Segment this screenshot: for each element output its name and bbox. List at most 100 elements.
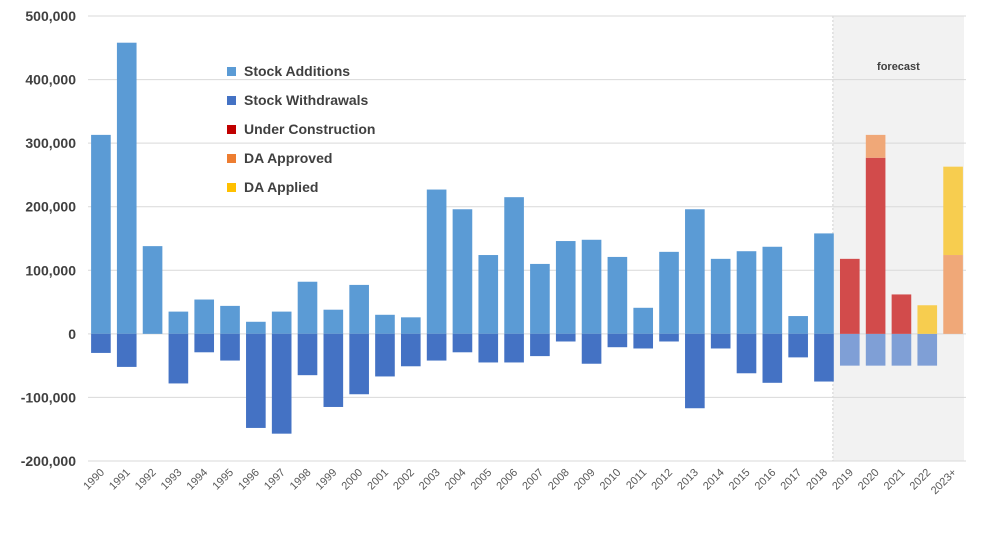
legend-label: DA Approved <box>244 150 332 166</box>
bar-stock-additions-2011 <box>633 307 654 334</box>
bar-stock-withdrawals-2005 <box>478 333 499 363</box>
x-tick-label: 2015 <box>727 467 753 493</box>
bar-stock-withdrawals-1990 <box>91 333 111 353</box>
bar-stock-withdrawals-2018 <box>814 333 834 382</box>
x-tick-label: 2002 <box>391 467 417 493</box>
x-tick-label: 1991 <box>107 467 133 493</box>
x-tick-label: 1995 <box>210 467 236 493</box>
y-tick-label: 400,000 <box>25 72 76 88</box>
bar-stock-withdrawals-2008 <box>555 333 576 342</box>
bar-stock-additions-2018 <box>814 233 834 334</box>
bar-stock-additions-2016 <box>762 246 783 334</box>
bar-stock-withdrawals-2011 <box>633 333 654 349</box>
bar-stock-withdrawals-1996 <box>246 333 266 428</box>
legend-swatch <box>227 125 236 134</box>
bar-stock-withdrawals-2020 <box>865 333 886 366</box>
legend-swatch <box>227 96 236 105</box>
x-tick-label: 1990 <box>81 467 107 493</box>
forecast-region <box>832 16 964 461</box>
x-tick-label: 2010 <box>598 467 624 493</box>
x-tick-label: 2012 <box>649 467 675 493</box>
bar-stock-withdrawals-2002 <box>400 333 421 367</box>
bar-stock-withdrawals-2015 <box>736 333 757 374</box>
x-tick-label: 2011 <box>624 467 649 492</box>
x-tick-label: 1994 <box>185 467 211 493</box>
legend-label: Stock Additions <box>244 63 350 79</box>
bar-stock-withdrawals-2006 <box>504 333 524 363</box>
bar-under-construction-2021 <box>891 294 912 334</box>
y-tick-label: 300,000 <box>25 135 76 151</box>
x-tick-label: 2000 <box>339 467 365 493</box>
x-tick-label: 2020 <box>856 467 882 493</box>
bar-stock-withdrawals-1991 <box>116 333 137 367</box>
bar-stock-additions-1993 <box>168 311 189 334</box>
bar-stock-additions-1992 <box>142 246 163 334</box>
legend-swatch <box>227 154 236 163</box>
bar-stock-additions-2008 <box>555 241 576 334</box>
bar-stock-withdrawals-2009 <box>581 333 602 364</box>
bar-da-applied-2023+ <box>943 166 963 256</box>
bar-stock-withdrawals-2022 <box>917 333 938 366</box>
x-tick-label: 2016 <box>753 467 779 493</box>
y-tick-label: 200,000 <box>25 199 76 215</box>
bar-stock-additions-1996 <box>246 321 266 334</box>
y-tick-label: 100,000 <box>25 262 76 278</box>
x-tick-label: 2021 <box>882 467 908 493</box>
bar-stock-additions-2007 <box>530 263 550 334</box>
bar-stock-withdrawals-1994 <box>194 333 215 353</box>
bar-stock-withdrawals-1993 <box>168 333 189 384</box>
bar-stock-additions-1999 <box>323 309 344 334</box>
bar-da-approved-2023+ <box>943 255 963 334</box>
x-tick-label: 2005 <box>469 467 495 493</box>
legend-swatch <box>227 183 236 192</box>
bar-stock-additions-2009 <box>581 239 602 334</box>
bar-stock-additions-2003 <box>426 189 447 334</box>
x-tick-label: 2023+ <box>929 467 959 497</box>
x-tick-label: 2008 <box>546 467 572 493</box>
x-tick-label: 2006 <box>494 467 520 493</box>
x-tick-label: 1999 <box>314 467 340 493</box>
bar-stock-additions-2014 <box>710 258 731 334</box>
x-tick-label: 1996 <box>236 467 262 493</box>
x-tick-label: 2007 <box>520 467 546 493</box>
bar-stock-withdrawals-2000 <box>349 333 369 395</box>
bar-stock-withdrawals-1998 <box>297 333 318 376</box>
bar-stock-additions-2015 <box>736 251 757 334</box>
bar-stock-withdrawals-2016 <box>762 333 783 383</box>
bar-stock-additions-2012 <box>659 251 679 334</box>
bar-da-approved-2020 <box>865 134 886 158</box>
bar-stock-withdrawals-2019 <box>839 333 860 366</box>
bar-stock-withdrawals-2010 <box>607 333 628 348</box>
bar-stock-withdrawals-2001 <box>375 333 395 377</box>
bar-stock-additions-2000 <box>349 284 369 334</box>
bar-stock-withdrawals-2021 <box>891 333 912 366</box>
bar-stock-withdrawals-2017 <box>788 333 808 358</box>
bar-stock-additions-1991 <box>116 42 137 334</box>
bar-stock-additions-1990 <box>91 134 111 334</box>
forecast-label: forecast <box>877 61 920 73</box>
x-tick-label: 2003 <box>417 467 443 493</box>
bar-stock-additions-2001 <box>375 314 395 334</box>
bar-stock-withdrawals-2003 <box>426 333 447 361</box>
bar-stock-additions-1995 <box>220 305 240 334</box>
bar-stock-additions-2005 <box>478 255 499 334</box>
bar-stock-additions-2002 <box>400 317 421 334</box>
bar-stock-additions-2006 <box>504 197 524 334</box>
bar-stock-additions-2010 <box>607 256 628 334</box>
x-tick-label: 2004 <box>443 467 469 493</box>
bar-stock-withdrawals-2014 <box>710 333 731 349</box>
x-tick-label: 2017 <box>778 467 804 493</box>
bar-da-applied-2022 <box>917 305 938 334</box>
x-tick-label: 1992 <box>133 467 159 493</box>
bar-stock-additions-2013 <box>685 209 705 334</box>
bar-stock-withdrawals-1995 <box>220 333 240 361</box>
legend-label: Stock Withdrawals <box>244 92 369 108</box>
x-tick-label: 2019 <box>830 467 856 493</box>
x-tick-label: 2014 <box>701 467 727 493</box>
x-tick-label: 2018 <box>804 467 830 493</box>
x-tick-label: 2013 <box>675 467 701 493</box>
bar-stock-withdrawals-2004 <box>452 333 473 353</box>
legend-swatch <box>227 67 236 76</box>
bar-under-construction-2020 <box>865 157 886 334</box>
y-tick-label: 500,000 <box>25 8 76 24</box>
